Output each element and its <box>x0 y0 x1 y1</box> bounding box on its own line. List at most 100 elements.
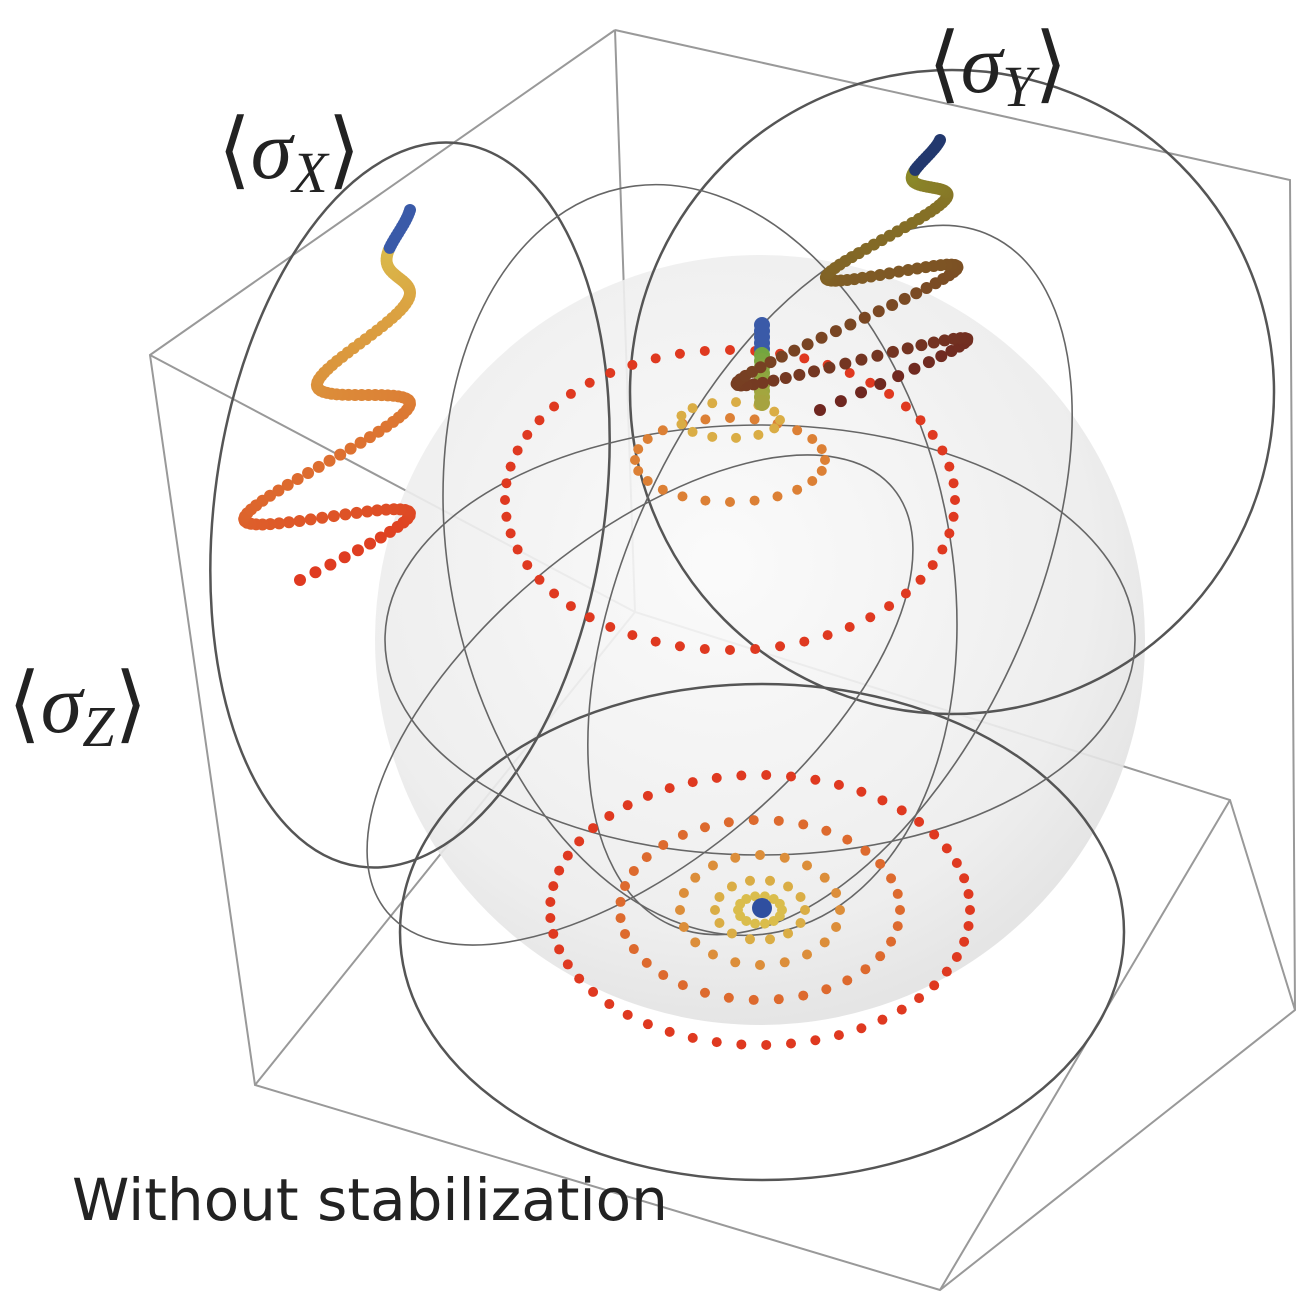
trajectory-dot <box>877 795 888 806</box>
trajectory-dot <box>833 779 844 790</box>
trajectory-dot <box>723 817 734 828</box>
trajectory-dot <box>676 419 687 430</box>
trajectory-dot <box>948 511 959 522</box>
trajectory-dot <box>699 822 710 833</box>
trajectory-dot <box>730 852 741 863</box>
sigma-z-label: ⟨σZ⟩ <box>8 658 147 759</box>
trajectory-dot <box>748 815 759 826</box>
trajectory-dot <box>900 588 911 599</box>
trajectory-dot <box>548 928 559 939</box>
trajectory-dot <box>792 484 803 495</box>
trajectory-dot <box>350 506 363 519</box>
trajectory-dot <box>699 345 710 356</box>
trajectory-dot <box>765 934 776 945</box>
trajectory-dot <box>678 921 689 932</box>
trajectory-dot <box>779 957 790 968</box>
trajectory-dot <box>963 889 974 900</box>
trajectory-dot <box>549 588 560 599</box>
trajectory-dot <box>756 376 769 389</box>
trajectory-dot <box>856 786 867 797</box>
trajectory-dot <box>584 612 595 623</box>
trajectory-dot <box>604 810 615 821</box>
trajectory-dot <box>948 478 959 489</box>
trajectory-dot <box>959 936 970 947</box>
trajectory-dot <box>725 645 735 655</box>
trajectory-dot <box>759 918 770 929</box>
trajectory-dot <box>522 560 533 571</box>
trajectory-dot <box>963 920 974 931</box>
trajectory-dot <box>501 511 512 522</box>
trajectory-dot <box>273 517 286 530</box>
trajectory-dot <box>769 406 780 417</box>
trajectory-dot <box>545 897 556 908</box>
trajectory-dot <box>802 860 813 871</box>
trajectory-dot <box>799 636 810 647</box>
trajectory-dot <box>798 990 809 1001</box>
sigma-y-label: ⟨σY⟩ <box>928 18 1067 119</box>
trajectory-dot <box>338 551 351 564</box>
trajectory-dot <box>807 476 818 486</box>
trajectory-dot <box>927 560 938 571</box>
trajectory-dot <box>764 356 777 369</box>
trajectory-dot <box>810 1035 821 1046</box>
trajectory-dot <box>736 770 747 781</box>
trajectory-dot <box>810 774 821 785</box>
trajectory-dot <box>731 432 742 443</box>
trajectory-dot <box>874 269 886 281</box>
trajectory-dot <box>915 339 928 352</box>
trajectory-dot <box>886 298 899 311</box>
trajectory-dot <box>700 495 711 506</box>
trajectory-dot <box>620 881 631 892</box>
trajectory-dot <box>793 368 806 381</box>
trajectory-dot <box>642 476 653 486</box>
trajectory-dot <box>886 936 897 947</box>
trajectory-dot <box>604 999 615 1010</box>
trajectory-dot <box>839 357 852 370</box>
trajectory-dot <box>819 937 830 948</box>
trajectory-dot <box>664 1026 675 1037</box>
trajectory-dot <box>312 460 325 473</box>
trajectory-dot <box>944 461 955 472</box>
trajectory-dot <box>884 601 895 612</box>
trajectory-dot <box>725 345 735 355</box>
trajectory-dot <box>807 434 818 444</box>
trajectory-dot <box>505 528 516 539</box>
trajectory-dot <box>749 495 760 506</box>
trajectory-dot <box>922 356 935 369</box>
trajectory-dot <box>725 497 735 507</box>
trajectory-dot <box>291 472 304 485</box>
trajectory-dot <box>512 544 523 555</box>
trajectory-dot <box>801 338 814 351</box>
trajectory-dot <box>641 957 652 968</box>
trajectory-dot <box>844 318 857 331</box>
trajectory-dot <box>699 987 710 998</box>
trajectory-dot <box>282 516 295 529</box>
trajectory-dot <box>354 436 367 449</box>
trajectory-dot <box>615 896 626 907</box>
trajectory-dot <box>753 429 764 440</box>
trajectory-dot <box>726 928 737 939</box>
trajectory-dot <box>574 836 585 847</box>
trajectory-dot <box>927 336 940 349</box>
trajectory-dot <box>767 374 780 387</box>
trajectory-dot <box>304 513 317 526</box>
trajectory-dot <box>710 905 720 915</box>
trajectory-dot <box>938 334 951 347</box>
trajectory-dot <box>944 528 955 539</box>
trajectory-dot <box>690 937 701 948</box>
trajectory-dot <box>908 362 921 375</box>
trajectory-dot <box>761 770 772 781</box>
trajectory-dot <box>324 558 337 571</box>
trajectory-dot <box>736 1039 747 1050</box>
trajectory-dot <box>642 790 653 801</box>
trajectory-dot <box>687 426 698 437</box>
trajectory-dot <box>293 514 306 527</box>
trajectory-dot <box>741 894 752 905</box>
trajectory-dot <box>783 881 794 892</box>
trajectory-dot <box>783 928 794 939</box>
trajectory-dot <box>633 444 644 455</box>
trajectory-dot <box>802 949 813 960</box>
caption: Without stabilization <box>72 1166 668 1234</box>
trajectory-dot <box>676 410 687 421</box>
